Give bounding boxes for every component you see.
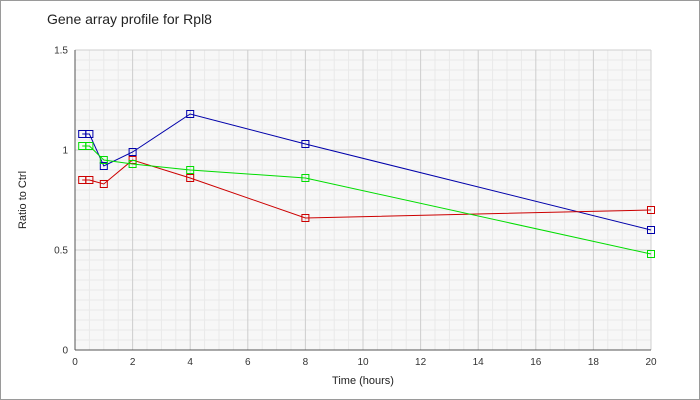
- x-tick-label: 8: [303, 357, 309, 368]
- series-line: [82, 113, 652, 231]
- data-point-marker: [99, 156, 108, 164]
- x-tick-label: 4: [187, 357, 193, 368]
- series-layer: [78, 110, 655, 258]
- x-tick-label: 18: [588, 357, 600, 368]
- x-tick-label: 0: [72, 357, 78, 368]
- x-axis-label: Time (hours): [332, 375, 394, 387]
- data-point-marker: [301, 214, 310, 222]
- y-tick-label: 0: [62, 346, 68, 357]
- data-point-marker: [85, 176, 94, 184]
- x-tick-label: 20: [645, 357, 657, 368]
- chart-title: Gene array profile for Rpl8: [47, 11, 212, 27]
- data-point-marker: [128, 160, 137, 168]
- data-point-marker: [99, 162, 108, 170]
- x-tick-label: 2: [130, 357, 136, 368]
- data-point-marker: [186, 110, 195, 118]
- data-point-marker: [301, 174, 310, 182]
- data-point-marker: [647, 206, 655, 214]
- data-point-marker: [647, 226, 655, 234]
- tick-labels: 0 2 4 6 8 10 12 14 16 18 20 0 0.5 1 1.5: [54, 46, 657, 369]
- x-tick-label: 12: [415, 357, 427, 368]
- data-point-marker: [186, 174, 195, 182]
- x-tick-label: 16: [530, 357, 542, 368]
- y-tick-label: 1: [62, 146, 68, 157]
- y-tick-label: 0.5: [54, 246, 68, 257]
- series-line: [82, 145, 652, 255]
- data-point-marker: [85, 130, 94, 138]
- data-point-marker: [301, 140, 310, 148]
- data-point-marker: [99, 180, 108, 188]
- data-point-marker: [128, 148, 137, 156]
- x-tick-label: 10: [357, 357, 369, 368]
- x-tick-label: 14: [473, 357, 485, 368]
- series-3: [78, 142, 655, 258]
- x-tick-label: 6: [245, 357, 251, 368]
- data-point-marker: [186, 166, 195, 174]
- series-1: [78, 110, 655, 234]
- y-tick-label: 1.5: [54, 46, 68, 57]
- y-axis-label: Ratio to Ctrl: [17, 171, 29, 229]
- data-point-marker: [647, 250, 655, 258]
- data-point-marker: [85, 142, 94, 150]
- axes: [74, 50, 651, 351]
